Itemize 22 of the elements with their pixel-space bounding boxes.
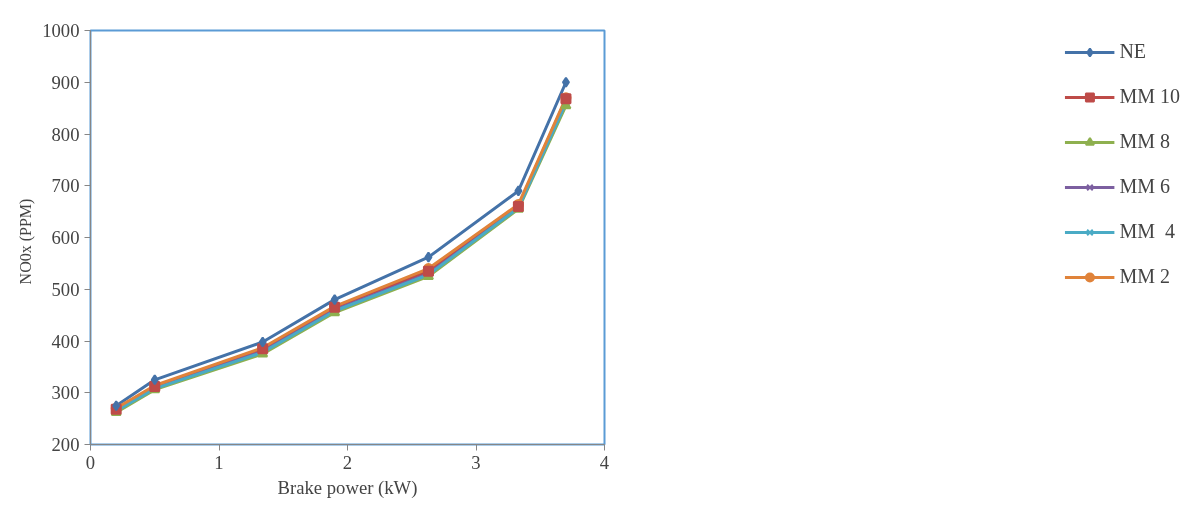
legend-label: NE <box>1119 40 1147 63</box>
x-tick-label: 2 <box>342 451 353 473</box>
x-tick-label: 1 <box>214 451 224 473</box>
x-tick-label: 4 <box>599 451 610 473</box>
y-tick-label: 700 <box>51 175 80 197</box>
legend-label: MM 8 <box>1119 130 1170 153</box>
y-tick-label: 200 <box>51 434 80 455</box>
legend-label: MM 6 <box>1119 175 1170 198</box>
y-tick-label: 900 <box>51 71 80 93</box>
legend-label: MM 2 <box>1119 265 1170 288</box>
y-tick-label: 400 <box>51 330 80 352</box>
y-tick-label: 600 <box>51 227 80 248</box>
legend-label: MM 4 <box>1119 220 1175 243</box>
x-axis-title: Brake power (kW) <box>277 476 418 499</box>
y-tick-label: 800 <box>51 123 80 145</box>
y-tick-label: 500 <box>51 278 80 300</box>
x-tick-label: 0 <box>85 451 96 473</box>
y-tick-label: 300 <box>51 382 80 404</box>
y-tick-label: 1000 <box>42 20 80 41</box>
x-tick-label: 3 <box>471 451 481 473</box>
legend-label: MM 10 <box>1119 85 1180 108</box>
y-axis-title: NO0x (PPM) <box>17 198 36 285</box>
